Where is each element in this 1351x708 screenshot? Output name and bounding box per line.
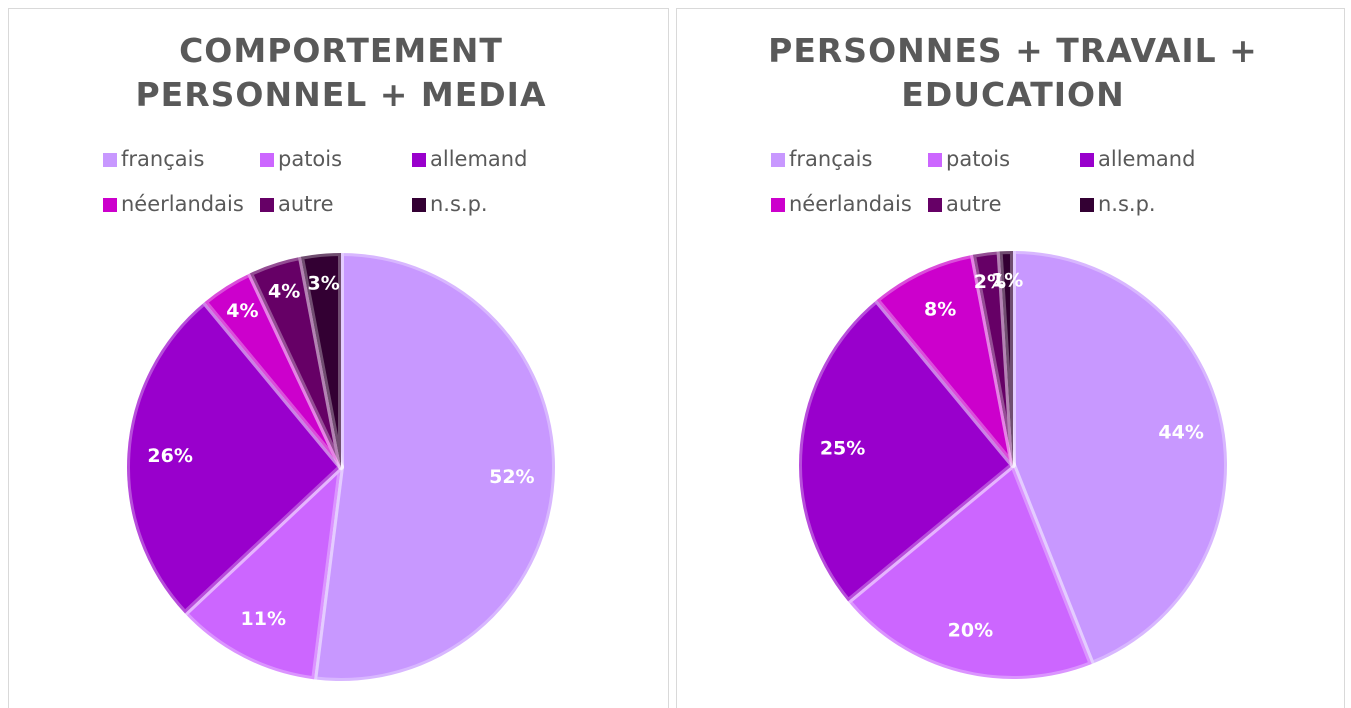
legend-label: français	[121, 147, 204, 171]
legend-label: allemand	[1098, 147, 1195, 171]
legend-swatch	[928, 153, 942, 167]
pie-slice	[297, 250, 344, 470]
legend-swatch	[1080, 153, 1094, 167]
panel	[676, 8, 1345, 708]
legend-swatch	[771, 153, 785, 167]
data-label: 1%	[991, 270, 1023, 292]
data-label: 20%	[948, 619, 993, 641]
legend-label: français	[789, 147, 872, 171]
pie-slice	[124, 299, 344, 617]
data-label: 8%	[924, 299, 956, 321]
legend-label: n.s.p.	[430, 192, 488, 216]
panel	[8, 8, 669, 708]
pie-slice	[969, 248, 1016, 468]
data-label: 52%	[489, 466, 534, 488]
pie-slice	[201, 270, 344, 470]
legend-label: patois	[278, 147, 342, 171]
chart-title: COMPORTEMENT	[179, 31, 503, 70]
legend-label: néerlandais	[789, 192, 912, 216]
chart-title: EDUCATION	[901, 75, 1124, 114]
chart-title: PERSONNES + TRAVAIL +	[768, 31, 1258, 70]
legend-swatch	[103, 198, 117, 212]
legend-swatch	[103, 153, 117, 167]
data-label: 3%	[308, 272, 340, 294]
legend-swatch	[260, 153, 274, 167]
pie-slice	[246, 253, 344, 470]
data-label: 4%	[268, 280, 300, 302]
legend-label: patois	[946, 147, 1010, 171]
legend-swatch	[412, 198, 426, 212]
legend-swatch	[412, 153, 426, 167]
pie-slice	[182, 464, 344, 683]
legend-label: n.s.p.	[1098, 192, 1156, 216]
data-label: 2%	[974, 271, 1006, 293]
legend-label: allemand	[430, 147, 527, 171]
pie-slice	[796, 297, 1016, 605]
chart-title: PERSONNEL + MEDIA	[136, 75, 547, 114]
pie-slice	[873, 251, 1016, 468]
pie-slice	[996, 248, 1016, 468]
legend-swatch	[928, 198, 942, 212]
legend-swatch	[260, 198, 274, 212]
legend-label: autre	[278, 192, 334, 216]
data-label: 11%	[241, 608, 286, 630]
pie-slice	[311, 250, 558, 684]
data-label: 44%	[1158, 421, 1203, 443]
data-label: 4%	[226, 300, 258, 322]
data-label: 26%	[147, 445, 192, 467]
data-label: 25%	[820, 437, 865, 459]
legend-swatch	[1080, 198, 1094, 212]
legend-label: néerlandais	[121, 192, 244, 216]
legend-swatch	[771, 198, 785, 212]
pie-slice	[1010, 248, 1230, 667]
pie-slice	[845, 462, 1095, 682]
legend-label: autre	[946, 192, 1002, 216]
